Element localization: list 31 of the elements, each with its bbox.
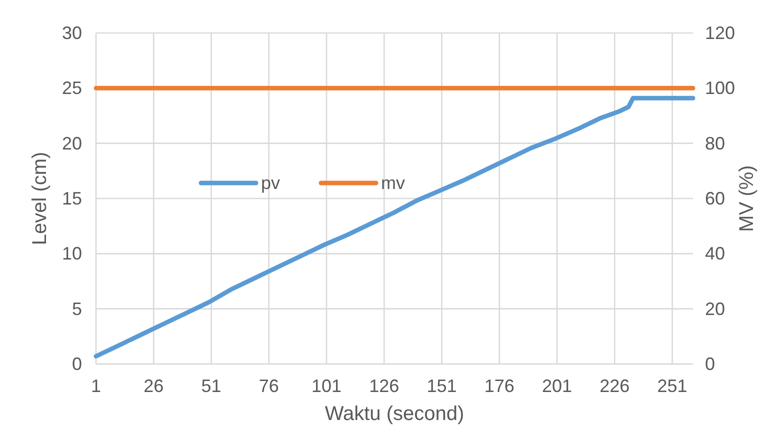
y-tick-label: 30 (62, 23, 82, 43)
y2-tick-label: 0 (705, 354, 716, 374)
y2-tick-label: 20 (705, 298, 726, 319)
x-tick-label: 1 (90, 376, 102, 396)
y-tick-label: 15 (62, 188, 82, 208)
y-tick-label: 5 (72, 298, 82, 319)
x-tick-label: 126 (369, 376, 400, 396)
x-tick-label: 251 (657, 376, 688, 396)
y-tick-label: 25 (62, 78, 82, 98)
y-tick-label: 20 (62, 133, 82, 154)
x-tick-label: 101 (311, 376, 342, 396)
y2-tick-label: 100 (705, 78, 736, 98)
x-tick-label: 76 (258, 376, 279, 396)
x-tick-label: 201 (542, 376, 572, 396)
y2-axis-title: MV (%) (736, 165, 758, 232)
x-axis-title: Waktu (second) (324, 403, 464, 425)
x-tick-label: 226 (600, 376, 630, 396)
y2-tick-label: 120 (705, 23, 736, 43)
y-tick-label: 0 (72, 354, 82, 374)
x-tick-label: 26 (144, 376, 164, 396)
x-tick-label: 151 (426, 376, 457, 396)
x-tick-label: 51 (201, 376, 222, 396)
y2-tick-label: 60 (705, 188, 726, 208)
y-tick-label: 10 (62, 244, 82, 264)
legend-label: pv (261, 173, 280, 193)
line-series (94, 96, 696, 359)
y2-tick-label: 40 (705, 244, 726, 264)
legend-label: mv (381, 173, 405, 193)
y2-tick-label: 80 (705, 133, 726, 154)
x-tick-label: 176 (484, 376, 514, 396)
y-axis-title: Level (cm) (29, 152, 51, 246)
